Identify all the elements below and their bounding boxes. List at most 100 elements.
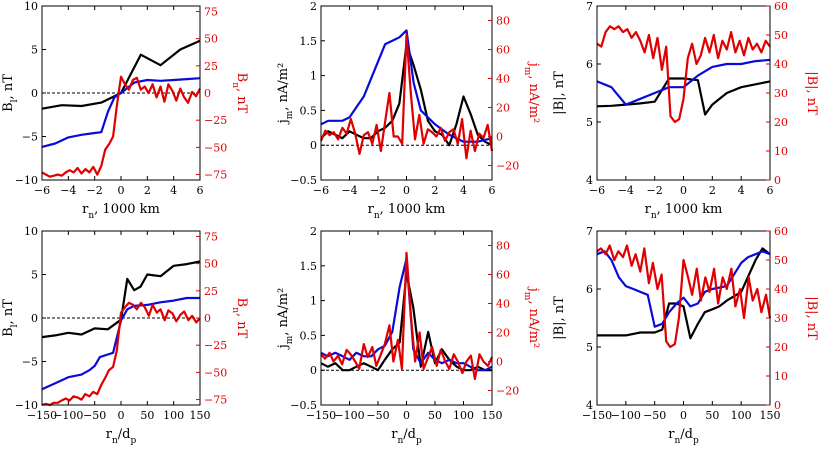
y2-tick-label: 10 [774,370,788,383]
x-tick-label: −50 [643,409,666,422]
series-line-red [320,251,494,380]
y-axis-label: |B|, nT [552,296,567,340]
x-tick-label: 150 [482,409,503,422]
x-axis-label: rn/dp [106,427,137,446]
y-tick-label: 2 [310,225,317,238]
x-axis-label: rn, 1000 km [82,202,160,221]
x-tick-label: −150 [582,409,612,422]
y-tick-label: 10 [24,225,38,238]
series-line-red [41,301,201,407]
x-tick-label: −2 [87,184,103,197]
y-tick-label: −5 [22,131,38,144]
x-tick-label: −4 [618,184,634,197]
chart-panel-3: −6 −4 −2 0 2 4 6 4 5 6 7 0 10 20 30 40 50 60 rn, 1000 km |B… [552,0,819,221]
y-tick-label: 0 [31,87,38,100]
y2-axis-label: Bn, nT [230,298,249,339]
x-axis-label: rn, 1000 km [368,202,446,221]
x-tick-label: 150 [760,409,781,422]
y2-tick-label: −20 [496,385,519,398]
x-tick-label: −6 [313,184,329,197]
x-tick-label: −50 [83,409,106,422]
y2-tick-label: 0 [496,131,503,144]
y2-tick-label: 20 [496,102,510,115]
series-line-blue [320,29,493,143]
y-tick-label: −10 [15,399,38,412]
x-tick-label: −4 [60,184,76,197]
y-tick-label: 5 [586,341,593,354]
y-tick-label: −0.5 [290,174,317,187]
y-tick-label: 0 [310,139,317,152]
x-tick-label: −100 [611,409,641,422]
x-tick-label: 150 [190,409,211,422]
y2-tick-label: 40 [496,298,510,311]
x-tick-label: 0 [118,409,125,422]
x-tick-label: −100 [334,409,364,422]
x-tick-label: 6 [489,184,496,197]
y2-tick-label: −75 [204,169,227,182]
y-axis-label: Bl, nT [1,299,20,337]
x-tick-label: −2 [647,184,663,197]
x-tick-label: 100 [731,409,752,422]
x-tick-label: −6 [34,184,50,197]
x-tick-label: 0 [680,409,687,422]
y2-tick-label: −25 [204,114,227,127]
chart-panel-6: −150−100 −50 0 50 100 150 4 5 6 7 0 10 20 30 40 50 60 rn/… [552,225,819,446]
x-tick-label: 2 [144,184,151,197]
y2-axis-label: |B|, nT [804,71,819,115]
y2-tick-label: 50 [774,29,788,42]
y-tick-label: 0 [310,364,317,377]
y2-axis-label: jm, nA/m² [522,61,541,124]
y-tick-label: 1 [310,70,317,83]
y2-tick-label: 0 [774,174,781,187]
x-tick-label: 6 [767,184,774,197]
x-tick-label: −150 [306,409,336,422]
y2-tick-label: 80 [496,15,510,28]
y-tick-label: 1.5 [300,260,318,273]
x-tick-label: 2 [709,184,716,197]
series-line-red [596,25,771,124]
y2-tick-label: 30 [774,87,788,100]
x-tick-label: −2 [370,184,386,197]
y2-axis-label: jm, nA/m² [522,286,541,349]
series-line-red [596,244,772,349]
x-tick-label: −4 [341,184,357,197]
y2-tick-label: 75 [204,230,218,243]
series-line-blue [596,58,771,106]
x-tick-label: −6 [589,184,605,197]
y2-tick-label: 0 [496,356,503,369]
x-axis-label: rn/dp [668,427,699,446]
y2-tick-label: 50 [204,33,218,46]
y-tick-label: 4 [586,399,593,412]
y2-tick-label: 0 [774,399,781,412]
series-line-black [41,260,201,339]
y-tick-label: 7 [586,225,593,238]
y-tick-label: 6 [586,58,593,71]
y2-tick-label: −20 [496,160,519,173]
x-tick-label: 0 [680,184,687,197]
y2-tick-label: 60 [496,44,510,57]
y2-tick-label: −75 [204,394,227,407]
y-tick-label: 10 [24,0,38,13]
y-tick-label: 1 [310,295,317,308]
y2-tick-label: 40 [774,283,788,296]
y2-tick-label: 0 [204,312,211,325]
x-tick-label: 50 [705,409,719,422]
x-tick-label: 0 [403,409,410,422]
y2-tick-label: 40 [496,73,510,86]
series-line-blue [41,77,201,148]
x-tick-label: 4 [738,184,745,197]
y-tick-label: 5 [31,269,38,282]
y-tick-label: 6 [586,283,593,296]
x-axis-label: rn, 1000 km [645,202,723,221]
x-tick-label: 0 [118,184,125,197]
x-tick-label: 50 [428,409,442,422]
x-tick-label: −100 [53,409,83,422]
y-tick-label: 7 [586,0,593,13]
y2-tick-label: 10 [774,145,788,158]
y-tick-label: 5 [586,116,593,129]
x-axis-label: rn/dp [391,427,422,446]
y-tick-label: −5 [22,356,38,369]
x-tick-label: 100 [453,409,474,422]
